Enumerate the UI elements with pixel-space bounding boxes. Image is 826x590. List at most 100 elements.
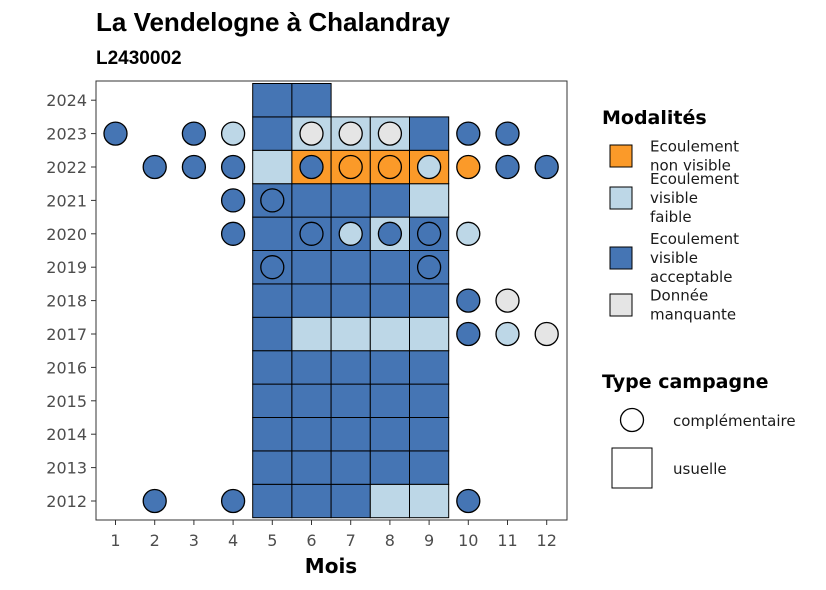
legend-key-circle <box>619 407 645 433</box>
legend-label-usuelle: usuelle <box>673 460 727 478</box>
legend-label-manquante: Donnée <box>650 287 708 305</box>
tile-2013-5 <box>252 450 293 485</box>
legend-key-square <box>611 447 653 489</box>
x-tick-label: 6 <box>306 531 316 550</box>
tile-2017-8 <box>369 316 410 352</box>
tile-2021-8 <box>369 183 410 218</box>
x-tick-label: 11 <box>497 531 517 550</box>
legend-key-faible <box>609 186 633 210</box>
tile-2012-5 <box>252 483 293 519</box>
point-2020-6 <box>299 221 324 246</box>
x-tick-label: 5 <box>267 531 277 550</box>
legend-label-faible: faible <box>650 208 692 226</box>
legend-label-faible: visible <box>650 189 698 207</box>
tile-2014-7 <box>330 417 371 452</box>
legend-label-complementaire: complémentaire <box>673 412 796 430</box>
y-tick-label: 2017 <box>46 325 87 344</box>
legend-modalites-title: Modalités <box>602 107 707 129</box>
point-2023-10 <box>456 121 481 146</box>
x-tick-label: 1 <box>110 531 120 550</box>
x-tick-label: 12 <box>537 531 557 550</box>
tile-2015-7 <box>330 383 371 419</box>
tile-2018-5 <box>252 283 293 318</box>
point-2020-9 <box>416 221 442 246</box>
x-tick-label: 3 <box>189 531 199 550</box>
tile-2021-7 <box>330 183 371 218</box>
chart-subtitle: L2430002 <box>96 48 182 69</box>
point-2020-7 <box>338 221 363 246</box>
y-tick-label: 2021 <box>46 191 87 210</box>
legend-key-non-visible <box>609 144 633 168</box>
legend-label-faible: Ecoulement <box>650 170 739 188</box>
point-2022-6 <box>299 154 324 180</box>
plot-area: 1 2 3 4 5 6 7 8 9 10 11 122012201320142015201620172… <box>46 80 568 550</box>
tile-2024-6 <box>291 83 332 118</box>
y-tick-label: 2018 <box>46 292 87 311</box>
tile-2018-8 <box>369 283 410 318</box>
point-2021-4 <box>220 188 246 213</box>
legend-label-acceptable: Ecoulement <box>650 230 739 248</box>
tile-2016-7 <box>330 350 371 385</box>
tile-2019-7 <box>330 250 371 285</box>
x-tick-label: 4 <box>228 531 238 550</box>
point-2022-7 <box>338 154 363 180</box>
point-2018-10 <box>456 288 481 313</box>
point-2022-10 <box>456 154 481 180</box>
legend-label-non-visible: Ecoulement <box>650 138 739 156</box>
tile-2023-9 <box>409 116 450 151</box>
tile-2018-9 <box>409 283 450 318</box>
x-tick-label: 9 <box>424 531 434 550</box>
x-tick-label: 2 <box>150 531 160 550</box>
point-2022-4 <box>220 154 246 180</box>
point-2023-6 <box>299 121 324 146</box>
tile-2018-7 <box>330 283 371 318</box>
y-tick-label: 2013 <box>46 459 87 478</box>
point-2022-2 <box>142 154 167 180</box>
tile-2014-8 <box>369 417 410 452</box>
point-2020-4 <box>220 221 246 246</box>
y-tick-label: 2016 <box>46 358 87 377</box>
tile-2012-6 <box>291 483 332 519</box>
tile-2014-6 <box>291 417 332 452</box>
point-2023-3 <box>181 121 207 146</box>
tile-2023-5 <box>252 116 293 151</box>
tile-2017-5 <box>252 316 293 352</box>
tile-2013-7 <box>330 450 371 485</box>
tile-2012-8 <box>369 483 410 519</box>
tile-2019-8 <box>369 250 410 285</box>
y-tick-label: 2023 <box>46 125 87 144</box>
tile-2015-9 <box>409 383 450 419</box>
tile-2017-9 <box>409 316 450 352</box>
y-tick-label: 2022 <box>46 158 87 177</box>
tile-2014-5 <box>252 417 293 452</box>
legend-types: complémentaire usuelle <box>611 407 796 489</box>
tile-2016-6 <box>291 350 332 385</box>
y-tick-label: 2020 <box>46 225 87 244</box>
tile-2013-8 <box>369 450 410 485</box>
legend-key-acceptable <box>609 246 633 270</box>
legend-key-manquante <box>609 293 633 317</box>
point-2022-3 <box>181 154 207 180</box>
tile-2020-5 <box>252 216 293 252</box>
tile-2012-7 <box>330 483 371 519</box>
tile-2013-6 <box>291 450 332 485</box>
x-tick-label: 7 <box>346 531 356 550</box>
point-2023-7 <box>338 121 363 146</box>
tile-2022-5 <box>252 149 293 185</box>
point-2017-12 <box>534 321 559 347</box>
point-2021-5 <box>260 188 285 213</box>
tile-2014-9 <box>409 417 450 452</box>
point-2017-11 <box>495 321 520 347</box>
x-tick-label: 8 <box>385 531 395 550</box>
point-2022-12 <box>534 154 559 180</box>
point-2022-9 <box>416 154 442 180</box>
y-tick-label: 2012 <box>46 492 87 511</box>
point-2017-10 <box>456 321 481 347</box>
tile-2017-6 <box>291 316 332 352</box>
chart-title: La Vendelogne à Chalandray <box>96 7 451 37</box>
tile-2015-5 <box>252 383 293 419</box>
legend-label-acceptable: visible <box>650 249 698 267</box>
point-2018-11 <box>495 288 520 313</box>
